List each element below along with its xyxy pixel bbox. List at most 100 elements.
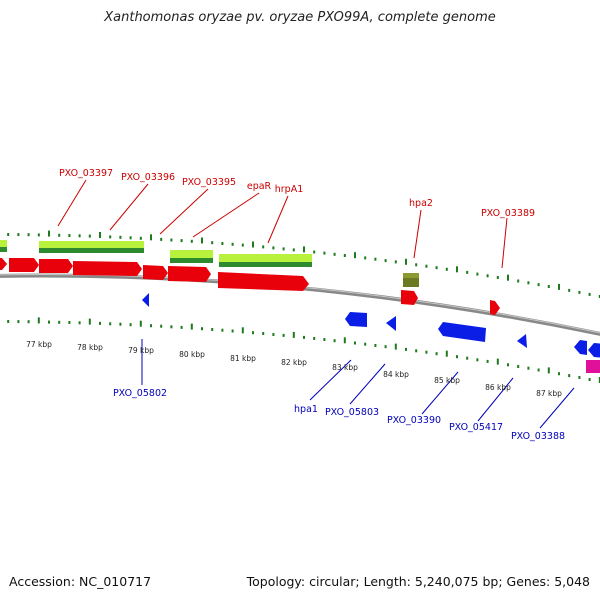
gene-label-pxo-03388[interactable]: PXO_03388 xyxy=(511,431,565,442)
forward-gene-arrow xyxy=(73,261,142,276)
major-tick xyxy=(354,252,356,259)
minor-tick xyxy=(231,329,234,333)
gene-label-hpa1[interactable]: hpa1 xyxy=(294,404,318,415)
minor-tick xyxy=(272,333,275,336)
scale-label: 80 kbp xyxy=(179,350,205,359)
reverse-genes xyxy=(142,293,600,358)
gene-label-hpa2[interactable]: hpa2 xyxy=(409,198,433,209)
major-tick xyxy=(150,234,152,241)
cds-bar xyxy=(0,240,7,247)
minor-tick xyxy=(415,349,418,353)
minor-tick xyxy=(170,238,173,242)
minor-tick xyxy=(568,374,571,378)
gene-label-epar[interactable]: epaR xyxy=(247,181,272,192)
minor-tick xyxy=(201,327,203,331)
minor-tick xyxy=(48,320,50,324)
minor-tick xyxy=(88,234,91,238)
minor-tick xyxy=(537,283,540,287)
minor-tick xyxy=(384,345,387,349)
scale-label: 84 kbp xyxy=(383,370,409,379)
gene-label-pxo-05802[interactable]: PXO_05802 xyxy=(113,388,167,399)
minor-tick xyxy=(221,328,224,332)
outer-tick-track xyxy=(7,230,600,298)
forward-gene-arrow xyxy=(0,258,7,270)
cds-bar xyxy=(170,258,213,263)
minor-tick xyxy=(7,320,10,323)
major-tick xyxy=(394,343,397,350)
leader-line xyxy=(192,192,260,238)
forward-genes xyxy=(0,258,500,315)
gene-label-pxo-03396[interactable]: PXO_03396 xyxy=(121,172,175,183)
gene-label-pxo-03395[interactable]: PXO_03395 xyxy=(182,177,236,188)
leader-line xyxy=(309,359,352,401)
minor-tick xyxy=(109,322,112,326)
inner-tick-track xyxy=(7,317,600,383)
minor-tick xyxy=(333,252,336,256)
minor-tick xyxy=(384,259,387,263)
minor-tick xyxy=(170,325,173,329)
leader-line xyxy=(421,371,459,415)
leader-line xyxy=(477,377,514,422)
major-tick xyxy=(48,230,50,237)
minor-tick xyxy=(282,247,285,251)
gene-label-pxo-05803[interactable]: PXO_05803 xyxy=(325,407,379,418)
minor-tick xyxy=(394,260,397,264)
major-tick xyxy=(598,377,600,383)
minor-tick xyxy=(109,235,112,239)
minor-tick xyxy=(588,378,591,381)
minor-tick xyxy=(558,372,560,376)
leader-line xyxy=(349,363,386,405)
minor-tick xyxy=(486,359,489,363)
leader-line xyxy=(159,188,209,235)
reverse-gene-arrow xyxy=(142,293,149,307)
forward-gene-arrow xyxy=(39,259,73,273)
minor-tick xyxy=(119,322,122,326)
leader-line xyxy=(109,183,149,231)
minor-tick xyxy=(139,236,142,240)
major-tick xyxy=(292,331,295,338)
reverse-gene-arrow xyxy=(438,322,486,342)
forward-gene-arrow xyxy=(143,265,168,280)
scale-labels: 77 kbp 78 kbp 79 kbp 80 kbp 81 kbp 82 kb… xyxy=(26,340,562,398)
minor-tick xyxy=(527,281,530,285)
forward-gene-arrow xyxy=(401,290,418,305)
minor-tick xyxy=(180,239,183,243)
scale-label: 85 kbp xyxy=(434,376,460,385)
gene-label-pxo-03389[interactable]: PXO_03389 xyxy=(481,208,535,219)
forward-gene-arrow xyxy=(218,272,309,291)
scale-label: 77 kbp xyxy=(26,340,52,349)
minor-tick xyxy=(343,254,346,257)
minor-tick xyxy=(78,234,81,238)
minor-tick xyxy=(17,320,20,324)
minor-tick xyxy=(364,342,367,346)
major-tick xyxy=(201,237,203,244)
gene-label-hrpa1[interactable]: hrpA1 xyxy=(275,184,304,195)
scale-label: 87 kbp xyxy=(536,389,562,398)
minor-tick xyxy=(374,344,377,347)
minor-tick xyxy=(160,237,163,241)
minor-tick xyxy=(507,363,509,367)
reverse-gene-arrow xyxy=(588,343,600,358)
forward-gene-arrow xyxy=(168,266,211,282)
reverse-gene-arrow xyxy=(345,312,367,327)
reverse-gene-arrow xyxy=(517,334,527,348)
forward-gene-arrow xyxy=(9,258,39,272)
minor-tick xyxy=(537,368,540,372)
leader-line xyxy=(413,209,422,259)
gene-label-pxo-03390[interactable]: PXO_03390 xyxy=(387,415,441,426)
minor-tick xyxy=(588,292,591,296)
other-feature xyxy=(586,360,600,373)
reverse-gene-arrow xyxy=(386,316,396,331)
minor-tick xyxy=(405,347,407,351)
minor-tick xyxy=(425,264,428,268)
minor-tick xyxy=(313,250,316,254)
minor-tick xyxy=(476,272,479,276)
minor-tick xyxy=(517,279,520,283)
major-tick xyxy=(558,283,560,290)
gene-label-pxo-05417[interactable]: PXO_05417 xyxy=(449,422,503,433)
gene-label-pxo-03397[interactable]: PXO_03397 xyxy=(59,168,113,179)
minor-tick xyxy=(568,288,571,292)
minor-tick xyxy=(313,337,316,340)
minor-tick xyxy=(466,356,469,360)
